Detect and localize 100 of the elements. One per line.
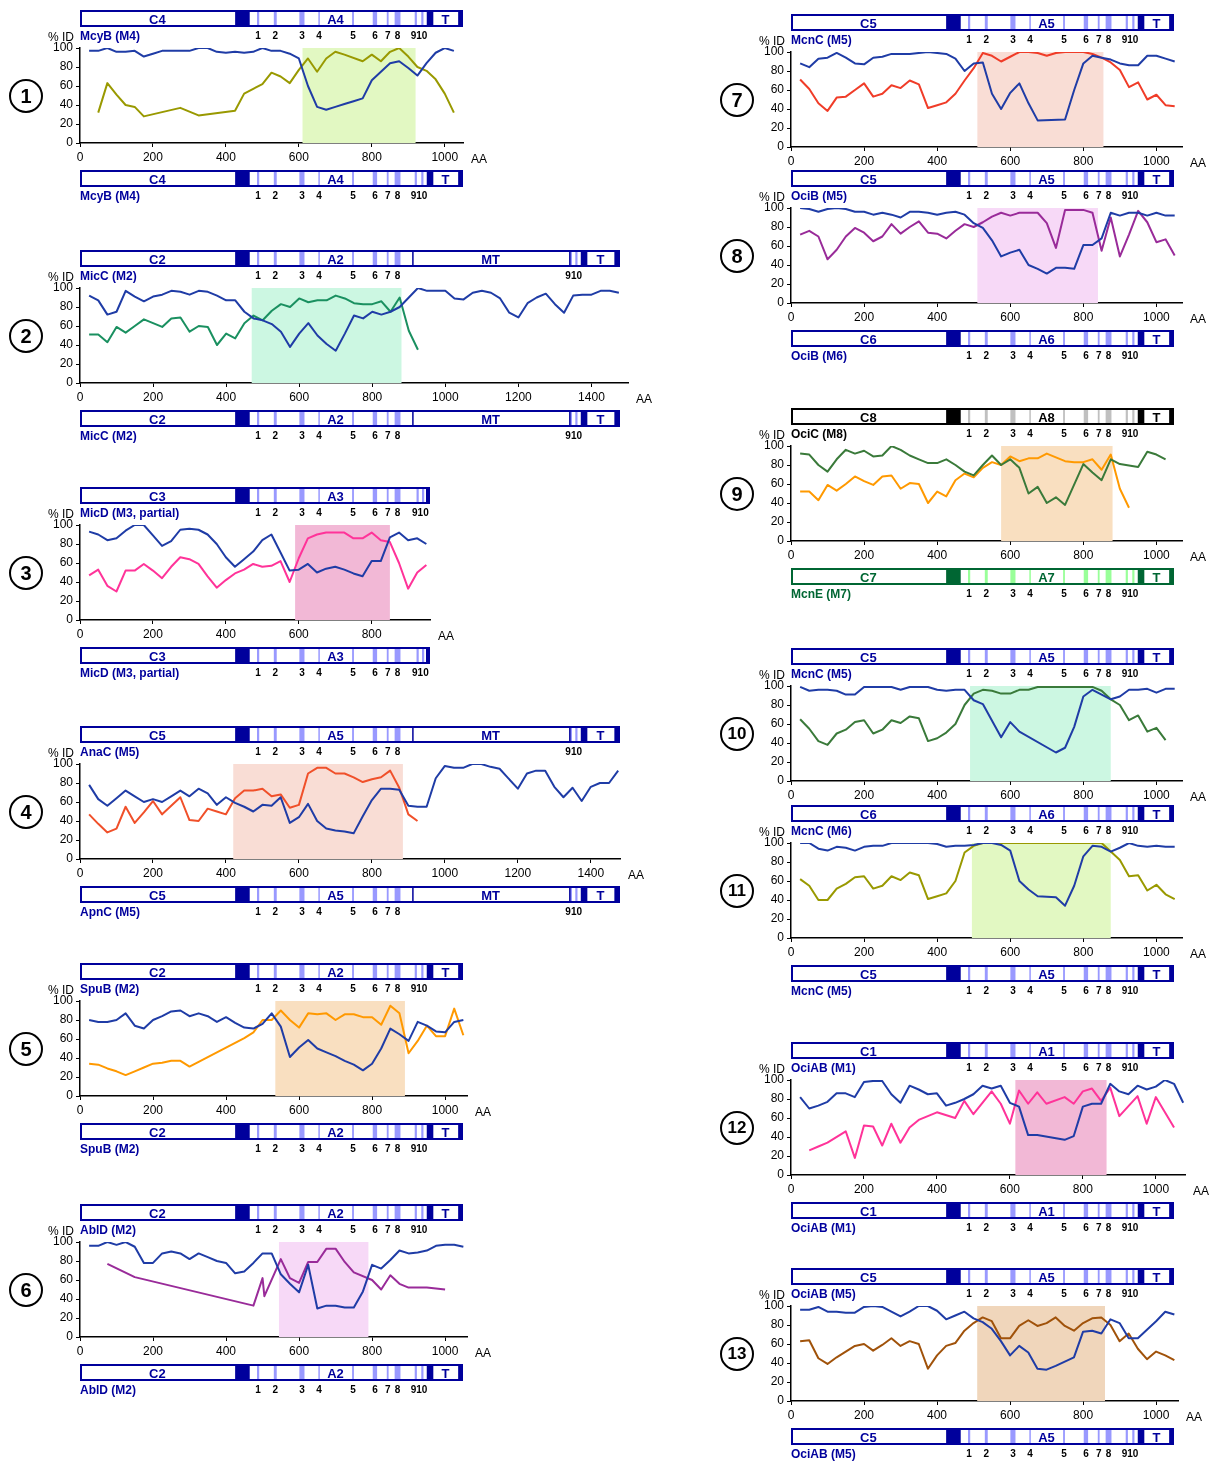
text: 1 bbox=[255, 906, 262, 917]
x-tick-label: 600 bbox=[288, 865, 310, 880]
chart-title: 8 bbox=[1105, 190, 1112, 201]
chart-title: 2 bbox=[272, 270, 279, 281]
text: 6 bbox=[1083, 1448, 1090, 1459]
text: A1 bbox=[1038, 1203, 1055, 1219]
y-tick-label: 40 bbox=[770, 1355, 785, 1370]
y-tick-label: 60 bbox=[770, 716, 785, 731]
y-tick-label: 60 bbox=[770, 1110, 785, 1125]
x-tick-label: 600 bbox=[289, 1343, 310, 1358]
y-tick-label: 100 bbox=[52, 40, 74, 55]
text: 5 bbox=[1061, 1222, 1068, 1233]
text: 2 bbox=[983, 985, 990, 996]
x-tick-label: 1000 bbox=[431, 865, 459, 880]
text: C5 bbox=[860, 171, 877, 187]
y-tick-label: 80 bbox=[59, 1012, 74, 1027]
x-tick-label: 0 bbox=[787, 309, 795, 324]
text: 2 bbox=[272, 190, 279, 201]
text: 4 bbox=[1027, 1062, 1034, 1073]
x-tick-label: 400 bbox=[927, 153, 948, 168]
text: 3 bbox=[299, 1224, 306, 1235]
text: 6 bbox=[1083, 985, 1090, 996]
text: 5 bbox=[350, 1143, 357, 1154]
text: 12 bbox=[720, 1110, 754, 1145]
y-tick-label: 20 bbox=[59, 593, 74, 608]
text: 6 bbox=[372, 1143, 379, 1154]
text: T bbox=[1152, 1429, 1161, 1445]
y-tick-label: 60 bbox=[59, 318, 74, 333]
text: OciB (M5) bbox=[791, 189, 848, 203]
text: C6 bbox=[860, 331, 877, 347]
y-tick-label: 60 bbox=[59, 1272, 74, 1287]
text: 7 bbox=[384, 667, 391, 678]
y-tick-label: 100 bbox=[52, 993, 74, 1008]
y-tick-label: 60 bbox=[770, 82, 785, 97]
y-tick-label: 80 bbox=[59, 59, 74, 74]
y-tick-label: 20 bbox=[59, 356, 74, 371]
text: 6 bbox=[372, 190, 379, 201]
x-tick-label: 1000 bbox=[1143, 787, 1171, 802]
text: 2 bbox=[983, 1222, 990, 1233]
y-tick-label: 80 bbox=[59, 299, 74, 314]
text: 8 bbox=[1105, 428, 1112, 439]
text: MT bbox=[481, 411, 501, 427]
text: C4 bbox=[149, 11, 167, 27]
text: C5 bbox=[149, 727, 166, 743]
x-tick-label: 1000 bbox=[1143, 309, 1171, 324]
x-tick-label: 0 bbox=[76, 149, 84, 164]
y-tick-label: 100 bbox=[763, 1072, 785, 1087]
text: 7 bbox=[1095, 985, 1102, 996]
text: 910 bbox=[410, 30, 428, 41]
text: 910 bbox=[1121, 825, 1139, 836]
x-axis-title: AA bbox=[438, 629, 455, 643]
text: 2 bbox=[272, 983, 279, 994]
text: 3 bbox=[299, 1143, 306, 1154]
x-tick-label: 200 bbox=[142, 865, 164, 880]
text: 4 bbox=[316, 906, 323, 917]
text: 2 bbox=[983, 1448, 990, 1459]
text: 4 bbox=[1027, 1448, 1034, 1459]
text: 3 bbox=[1010, 34, 1017, 45]
text: 5 bbox=[350, 430, 357, 441]
text: 910 bbox=[565, 746, 583, 757]
text: 2 bbox=[983, 1062, 990, 1073]
text: 1 bbox=[966, 34, 973, 45]
text: 4 bbox=[1027, 1222, 1034, 1233]
text: C5 bbox=[860, 15, 877, 31]
y-tick-label: 80 bbox=[770, 63, 785, 78]
text: SpuB (M2) bbox=[80, 982, 140, 996]
y-tick-label: 20 bbox=[59, 832, 74, 847]
y-tick-label: 100 bbox=[52, 1234, 74, 1249]
chart-title: 4 bbox=[316, 746, 323, 757]
text: A3 bbox=[327, 648, 344, 664]
y-tick-label: 100 bbox=[763, 438, 785, 453]
x-tick-label: 200 bbox=[854, 547, 875, 562]
text: 2 bbox=[272, 430, 279, 441]
y-tick-label: 20 bbox=[770, 754, 785, 769]
x-tick-label: 800 bbox=[1072, 1181, 1094, 1196]
x-tick-label: 400 bbox=[215, 626, 237, 641]
text: 6 bbox=[9, 1272, 43, 1307]
x-tick-label: 800 bbox=[362, 389, 383, 404]
y-tick-label: 20 bbox=[770, 1374, 785, 1389]
text: C5 bbox=[149, 887, 166, 903]
x-tick-label: 400 bbox=[927, 787, 948, 802]
text: MicC (M2) bbox=[80, 429, 137, 443]
text: 1 bbox=[966, 1222, 973, 1233]
x-tick-label: 1400 bbox=[577, 865, 605, 880]
x-tick-label: 400 bbox=[927, 547, 948, 562]
text: 2 bbox=[983, 428, 990, 439]
text: A5 bbox=[1038, 966, 1055, 982]
text: 8 bbox=[394, 1143, 401, 1154]
x-tick-label: 600 bbox=[1000, 1407, 1021, 1422]
x-tick-label: 400 bbox=[926, 1181, 948, 1196]
y-tick-label: 20 bbox=[770, 1148, 785, 1163]
text: OciAB (M1) bbox=[791, 1221, 856, 1235]
text: 3 bbox=[1010, 350, 1017, 361]
y-tick-label: 20 bbox=[59, 116, 74, 131]
text: 3 bbox=[299, 906, 306, 917]
text: 910 bbox=[412, 507, 430, 518]
text: T bbox=[596, 411, 605, 427]
text: 1 bbox=[966, 668, 973, 679]
text: 910 bbox=[410, 983, 428, 994]
text: C7 bbox=[860, 569, 877, 585]
